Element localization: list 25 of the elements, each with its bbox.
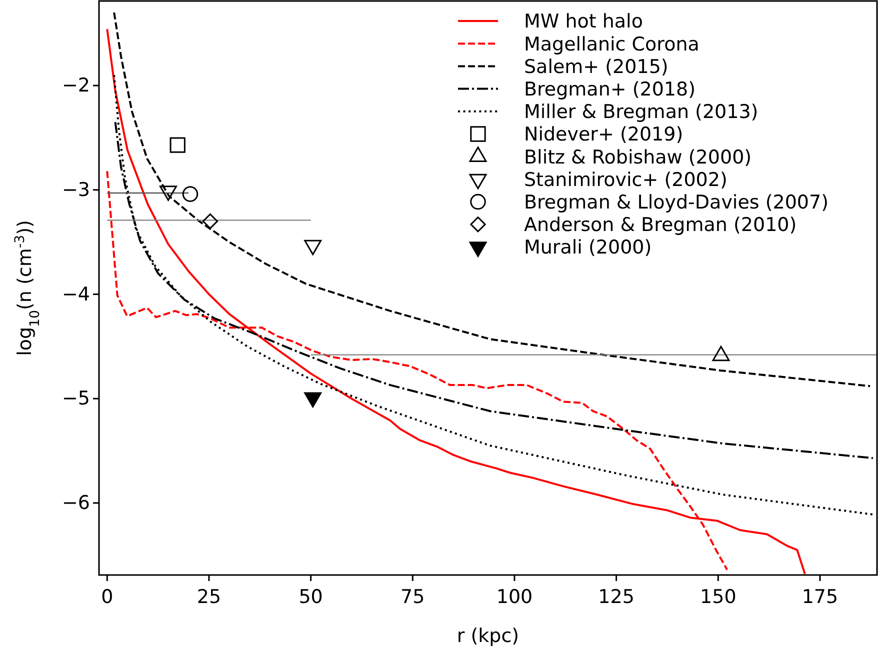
legend-label: Stanimirovic+ (2002) [524, 168, 728, 191]
x-tick-label: 50 [298, 586, 323, 608]
legend-label: Murali (2000) [524, 236, 652, 259]
legend-label: MW hot halo [524, 10, 643, 33]
legend-label: Bregman & Lloyd-Davies (2007) [524, 191, 829, 214]
y-tick-label: −2 [62, 74, 90, 97]
x-tick-label: 175 [802, 586, 838, 608]
y-tick-label: −6 [62, 492, 90, 514]
legend-label: Nidever+ (2019) [524, 124, 684, 146]
legend-label: Bregman+ (2018) [524, 78, 696, 100]
y-tick-label: −5 [62, 388, 90, 410]
x-tick-label: 100 [496, 586, 533, 608]
y-tick-label: −3 [62, 178, 90, 201]
x-tick-label: 0 [101, 586, 114, 608]
x-tick-label: 25 [196, 586, 222, 608]
y-tick-label: −4 [62, 283, 90, 306]
x-tick-label: 125 [598, 586, 634, 608]
legend-label: Miller & Bregman (2013) [524, 101, 758, 124]
x-axis-title: r (kpc) [456, 625, 520, 647]
legend-label: Magellanic Corona [524, 33, 700, 56]
legend-label: Anderson & Bregman (2010) [524, 214, 797, 236]
legend-label: Salem+ (2015) [524, 56, 668, 78]
x-tick-label: 150 [700, 586, 736, 608]
legend-label: Blitz & Robishaw (2000) [524, 146, 752, 168]
x-tick-label: 75 [400, 586, 425, 608]
